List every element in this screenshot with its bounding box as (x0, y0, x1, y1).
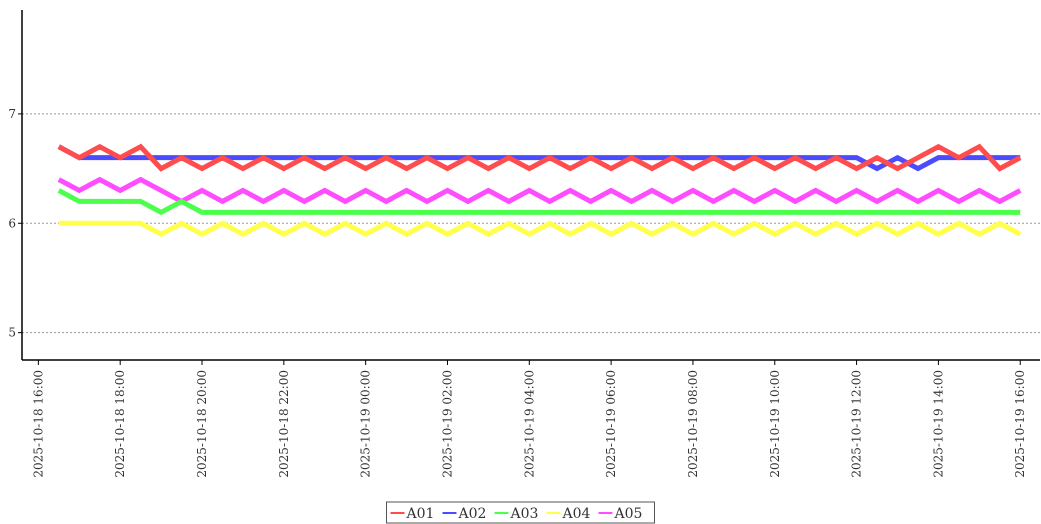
x-tick-label: 2025-10-19 12:00 (850, 370, 864, 478)
legend-box (386, 501, 655, 524)
x-tick-label: 2025-10-19 02:00 (440, 370, 454, 478)
x-tick-label: 2025-10-19 14:00 (931, 370, 945, 478)
legend: A01 A02 A03 A04 A05 (386, 501, 655, 524)
series-line (57, 143, 1022, 172)
x-tick-label: 2025-10-18 22:00 (277, 370, 291, 478)
y-tick-label: 7 (8, 107, 16, 121)
x-tick-label: 2025-10-18 18:00 (113, 370, 127, 478)
y-tick-label: 6 (8, 216, 16, 230)
x-tick-label: 2025-10-19 08:00 (686, 370, 700, 478)
series-line (57, 176, 1022, 205)
axes: 5 6 7 2025-10-18 16:00 2025-10-18 18:00 2025-… (8, 10, 1040, 478)
legend-label: A01 (406, 506, 435, 522)
legend-label: A03 (510, 506, 539, 522)
lines (57, 143, 1022, 238)
x-tick-label: 2025-10-19 00:00 (359, 370, 373, 478)
y-tick-label: 5 (8, 326, 16, 340)
legend-label: A04 (562, 506, 591, 522)
series-line (58, 220, 1022, 238)
grid (22, 113, 1040, 334)
x-tick-label: 2025-10-19 16:00 (1013, 370, 1027, 478)
x-tick-label: 2025-10-18 16:00 (31, 370, 45, 478)
legend-label: A02 (458, 506, 487, 522)
legend-label: A05 (614, 506, 643, 522)
x-tick-label: 2025-10-19 10:00 (768, 370, 782, 478)
x-tick-label: 2025-10-18 20:00 (195, 370, 209, 478)
x-tick-label: 2025-10-19 04:00 (522, 370, 536, 478)
series-line (57, 188, 1021, 216)
x-tick-label: 2025-10-19 06:00 (604, 370, 618, 478)
